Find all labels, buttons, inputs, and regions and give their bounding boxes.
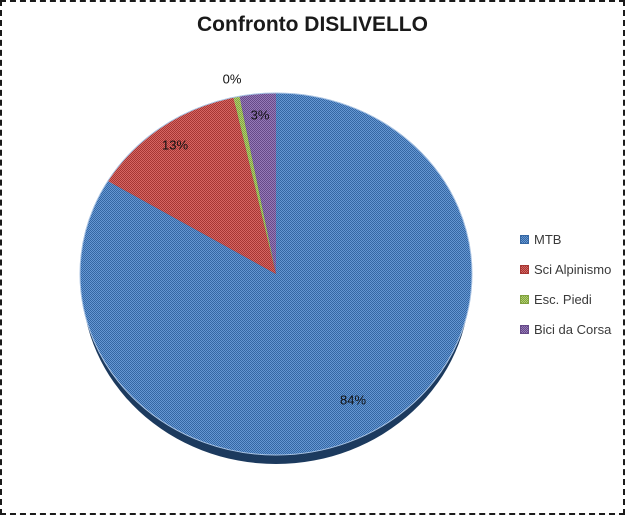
legend-swatch-icon — [520, 235, 529, 244]
legend-swatch-icon — [520, 265, 529, 274]
legend-swatch-icon — [520, 325, 529, 334]
pie-slice-bici-da-corsa[interactable] — [239, 93, 276, 274]
legend-label: Esc. Piedi — [534, 292, 592, 307]
legend-item-mtb[interactable]: MTB — [520, 232, 611, 247]
legend-item-bici-da-corsa[interactable]: Bici da Corsa — [520, 322, 612, 337]
legend-swatch-icon — [520, 295, 529, 304]
chart-title: Confronto DISLIVELLO — [197, 13, 428, 36]
legend-item-esc-piedi[interactable]: Esc. Piedi — [520, 292, 611, 307]
pie-slice-sci-alpinismo[interactable] — [107, 97, 276, 274]
legend-label: MTB — [534, 232, 562, 247]
legend-label: Bici da Corsa — [534, 322, 612, 337]
legend: MTB Sci Alpinismo Esc. Piedi Bici da Corsa — [520, 232, 612, 353]
pie-rim-highlight — [79, 92, 473, 456]
legend-label: Sci Alpinismo — [534, 262, 612, 277]
pie-slice-esc-piedi[interactable] — [233, 96, 276, 274]
pie-slice-mtb[interactable] — [79, 93, 472, 455]
legend-item-sci-alpinismo[interactable]: Sci Alpinismo — [520, 262, 612, 277]
